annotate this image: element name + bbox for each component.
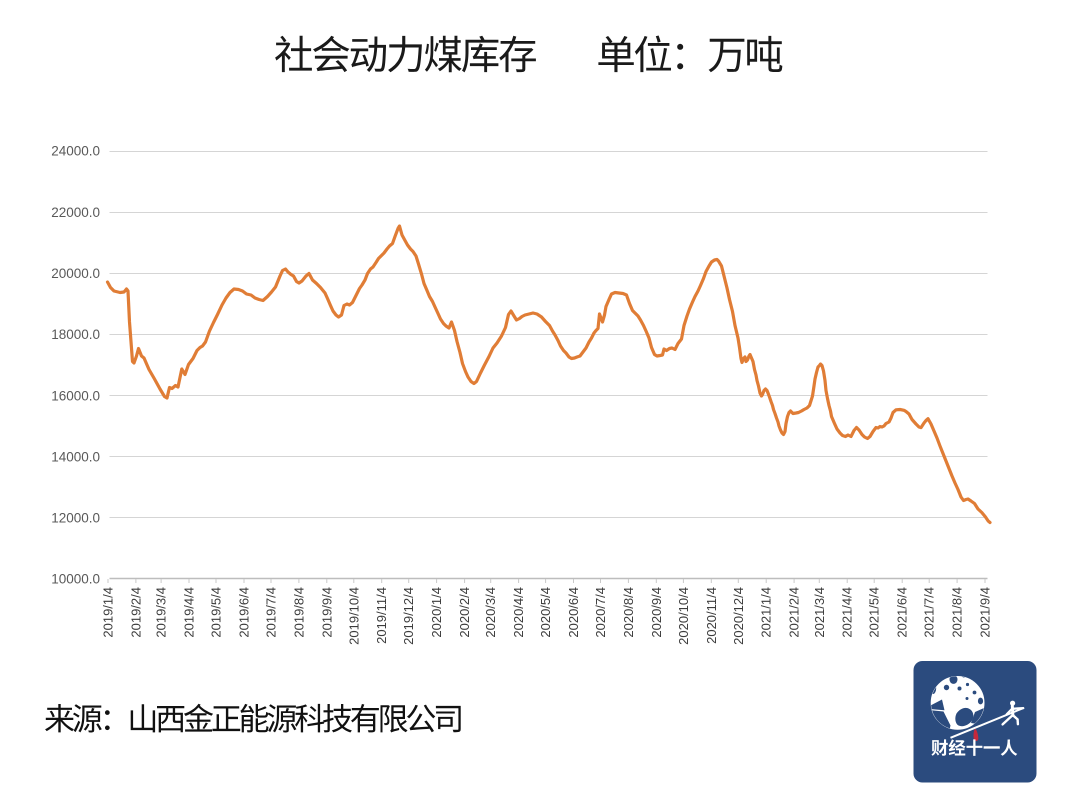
svg-text:2021/9/4: 2021/9/4 (978, 587, 993, 638)
svg-text:2019/1/4: 2019/1/4 (101, 587, 116, 638)
svg-text:2021/5/4: 2021/5/4 (867, 587, 882, 638)
svg-text:2020/8/4: 2020/8/4 (621, 587, 636, 638)
svg-text:2019/10/4: 2019/10/4 (346, 587, 361, 645)
svg-text:2020/7/4: 2020/7/4 (593, 587, 608, 638)
svg-text:2021/2/4: 2021/2/4 (787, 587, 802, 638)
svg-text:2021/8/4: 2021/8/4 (950, 587, 965, 638)
svg-text:2019/12/4: 2019/12/4 (401, 587, 416, 645)
svg-text:2019/9/4: 2019/9/4 (319, 587, 334, 638)
svg-text:2021/4/4: 2021/4/4 (840, 587, 855, 638)
svg-text:2019/5/4: 2019/5/4 (209, 587, 224, 638)
svg-text:14000.0: 14000.0 (51, 449, 100, 464)
svg-text:2019/3/4: 2019/3/4 (154, 587, 169, 638)
svg-text:2020/2/4: 2020/2/4 (457, 587, 472, 638)
svg-text:2019/8/4: 2019/8/4 (291, 587, 306, 638)
svg-text:24000.0: 24000.0 (51, 144, 100, 159)
svg-text:2021/6/4: 2021/6/4 (895, 587, 910, 638)
svg-text:2020/6/4: 2020/6/4 (566, 587, 581, 638)
svg-text:2019/4/4: 2019/4/4 (182, 587, 197, 638)
svg-text:2020/10/4: 2020/10/4 (676, 587, 691, 645)
svg-text:2021/7/4: 2021/7/4 (922, 587, 937, 638)
svg-text:22000.0: 22000.0 (51, 205, 100, 220)
svg-text:2021/3/4: 2021/3/4 (812, 587, 827, 638)
svg-text:2020/1/4: 2020/1/4 (429, 587, 444, 638)
svg-text:2020/11/4: 2020/11/4 (704, 587, 719, 644)
svg-text:2019/7/4: 2019/7/4 (264, 587, 279, 638)
svg-text:2020/4/4: 2020/4/4 (511, 587, 526, 638)
svg-text:2019/11/4: 2019/11/4 (374, 587, 389, 644)
svg-text:20000.0: 20000.0 (51, 266, 100, 281)
svg-text:2019/6/4: 2019/6/4 (237, 587, 252, 638)
svg-text:2020/5/4: 2020/5/4 (538, 587, 553, 638)
svg-text:2020/3/4: 2020/3/4 (483, 587, 498, 638)
svg-text:2020/12/4: 2020/12/4 (731, 587, 746, 645)
svg-text:2021/1/4: 2021/1/4 (759, 587, 774, 638)
svg-text:10000.0: 10000.0 (51, 572, 100, 587)
svg-text:18000.0: 18000.0 (51, 327, 100, 342)
svg-text:2019/2/4: 2019/2/4 (128, 587, 143, 638)
svg-text:2020/9/4: 2020/9/4 (649, 587, 664, 638)
svg-text:12000.0: 12000.0 (51, 511, 100, 526)
svg-text:16000.0: 16000.0 (51, 388, 100, 403)
